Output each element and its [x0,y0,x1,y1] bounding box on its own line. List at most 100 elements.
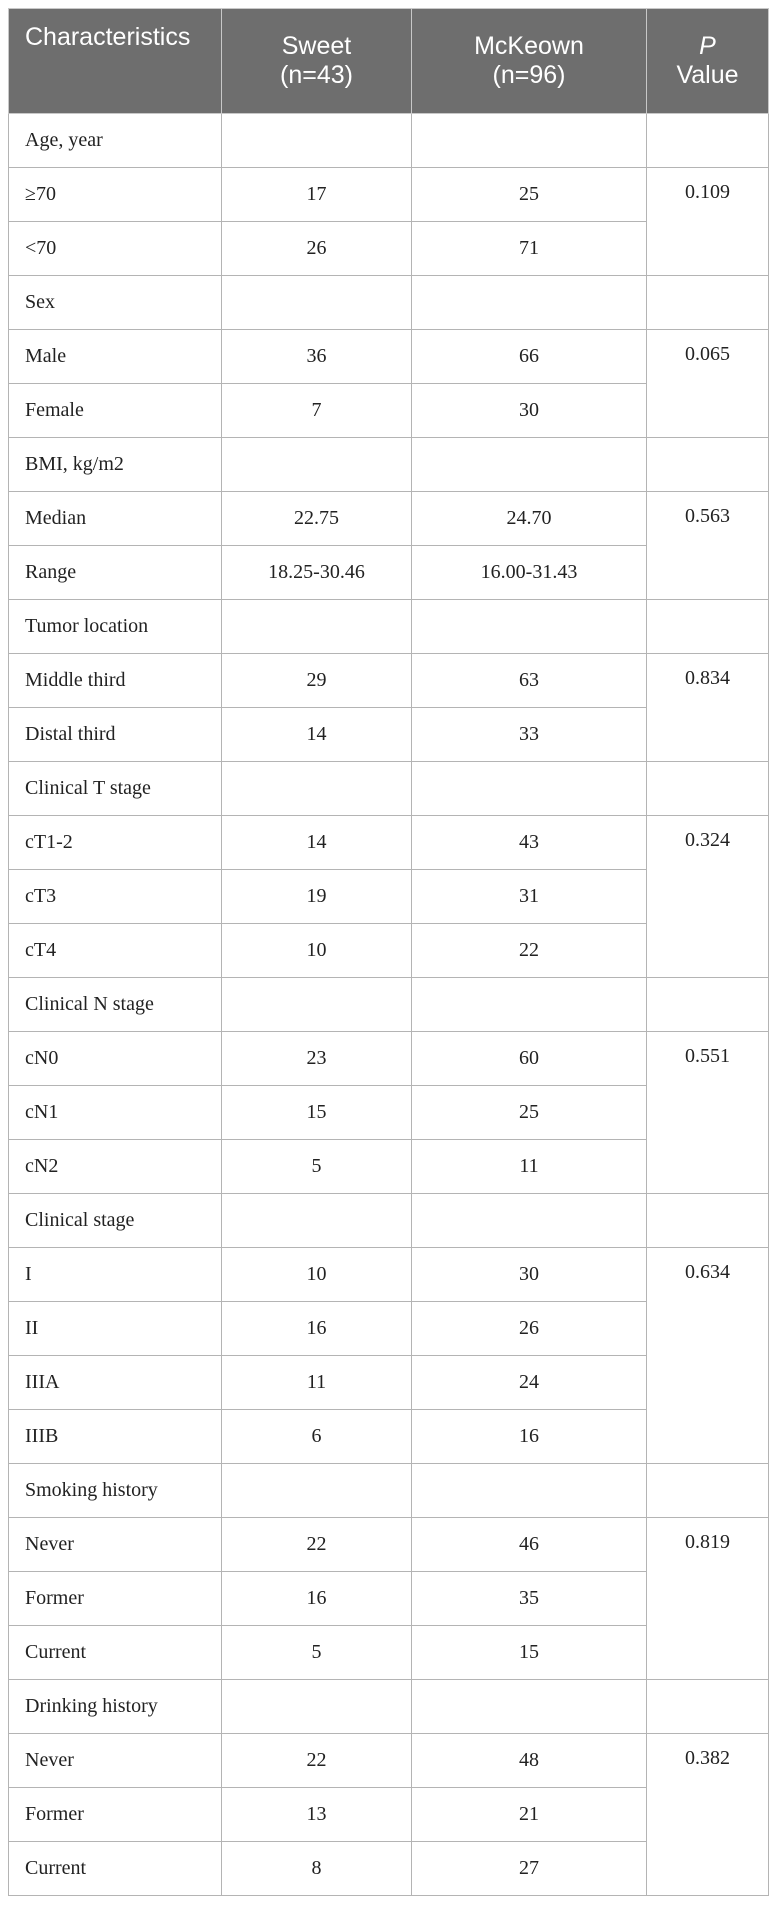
group-title: Clinical T stage [8,761,222,816]
mckeown-value: 43 [411,815,647,870]
table-row: Median 22.75 24.70 0.563 [8,491,769,600]
mckeown-value: 16 [411,1409,647,1464]
table-row: Current 8 27 [8,1841,769,1896]
row-label: Male [8,329,222,384]
empty-cell [411,437,647,492]
group-title: Clinical stage [8,1193,222,1248]
mckeown-value: 35 [411,1571,647,1626]
row-label: cN2 [8,1139,222,1194]
table-row: cN0 23 60 0.551 [8,1031,769,1194]
mckeown-value: 71 [411,221,647,276]
empty-cell [646,437,769,492]
sweet-value: 10 [221,1247,412,1302]
empty-cell [221,1193,412,1248]
sweet-value: 22 [221,1733,412,1788]
row-label: cT4 [8,923,222,978]
group-header-row: Clinical N stage [8,977,769,1032]
table-row: Female 7 30 [8,383,769,438]
p-value: 0.551 [646,1031,769,1194]
mckeown-value: 24.70 [411,491,647,546]
p-value: 0.819 [646,1517,769,1680]
empty-cell [221,1679,412,1734]
row-label: Former [8,1787,222,1842]
empty-cell [646,599,769,654]
mckeown-value: 25 [411,1085,647,1140]
table-row: I 10 30 0.634 [8,1247,769,1464]
sweet-value: 14 [221,707,412,762]
mckeown-value: 31 [411,869,647,924]
header-sweet: Sweet (n=43) [221,8,412,114]
group-title: Tumor location [8,599,222,654]
table-row: Never 22 46 0.819 [8,1517,769,1680]
empty-cell [646,113,769,168]
characteristics-table: Characteristics Sweet (n=43) McKeown (n=… [8,8,769,1896]
mckeown-value: 22 [411,923,647,978]
sweet-value: 13 [221,1787,412,1842]
sweet-value: 26 [221,221,412,276]
sweet-value: 6 [221,1409,412,1464]
row-label: cN0 [8,1031,222,1086]
p-value: 0.109 [646,167,769,276]
table-row: IIIA 11 24 [8,1355,769,1410]
group-title: Age, year [8,113,222,168]
header-mckeown-name: McKeown [474,32,584,60]
mckeown-value: 46 [411,1517,647,1572]
group-header-row: Sex [8,275,769,330]
empty-cell [646,1193,769,1248]
group-header-row: Clinical T stage [8,761,769,816]
empty-cell [411,275,647,330]
p-value: 0.634 [646,1247,769,1464]
table-row: Range 18.25-30.46 16.00-31.43 [8,545,769,600]
empty-cell [411,761,647,816]
sweet-value: 36 [221,329,412,384]
table-row: Middle third 29 63 0.834 [8,653,769,762]
sweet-value: 14 [221,815,412,870]
row-label: Never [8,1517,222,1572]
row-label: Current [8,1841,222,1896]
empty-cell [646,275,769,330]
row-label: Never [8,1733,222,1788]
header-row: Characteristics Sweet (n=43) McKeown (n=… [8,8,769,114]
row-label: Current [8,1625,222,1680]
group-header-row: BMI, kg/m2 [8,437,769,492]
empty-cell [221,599,412,654]
empty-cell [646,1679,769,1734]
table-body: Age, year ≥70 17 25 0.109 <70 26 71 Sex Male 36 66 0… [8,113,769,1896]
sweet-value: 16 [221,1571,412,1626]
sweet-value: 11 [221,1355,412,1410]
sweet-value: 16 [221,1301,412,1356]
group-title: Smoking history [8,1463,222,1518]
table-row: Distal third 14 33 [8,707,769,762]
header-sweet-name: Sweet [281,32,352,60]
mckeown-value: 27 [411,1841,647,1896]
row-label: Distal third [8,707,222,762]
table-row: Male 36 66 0.065 [8,329,769,438]
empty-cell [646,977,769,1032]
header-sweet-n: (n=43) [280,61,353,89]
mckeown-value: 16.00-31.43 [411,545,647,600]
sweet-value: 29 [221,653,412,708]
mckeown-value: 30 [411,383,647,438]
empty-cell [221,437,412,492]
row-label: <70 [8,221,222,276]
group-title: Drinking history [8,1679,222,1734]
table-row: Former 13 21 [8,1787,769,1842]
header-p-word: Value [676,61,739,89]
mckeown-value: 25 [411,167,647,222]
row-label: Former [8,1571,222,1626]
sweet-value: 10 [221,923,412,978]
group-title: BMI, kg/m2 [8,437,222,492]
table-row: cT1-2 14 43 0.324 [8,815,769,978]
table-row: Never 22 48 0.382 [8,1733,769,1896]
sweet-value: 22.75 [221,491,412,546]
sweet-value: 23 [221,1031,412,1086]
row-label: Median [8,491,222,546]
header-mckeown-n: (n=96) [492,61,566,89]
empty-cell [411,113,647,168]
p-value: 0.382 [646,1733,769,1896]
row-label: Female [8,383,222,438]
empty-cell [221,1463,412,1518]
group-header-row: Tumor location [8,599,769,654]
mckeown-value: 48 [411,1733,647,1788]
sweet-value: 22 [221,1517,412,1572]
